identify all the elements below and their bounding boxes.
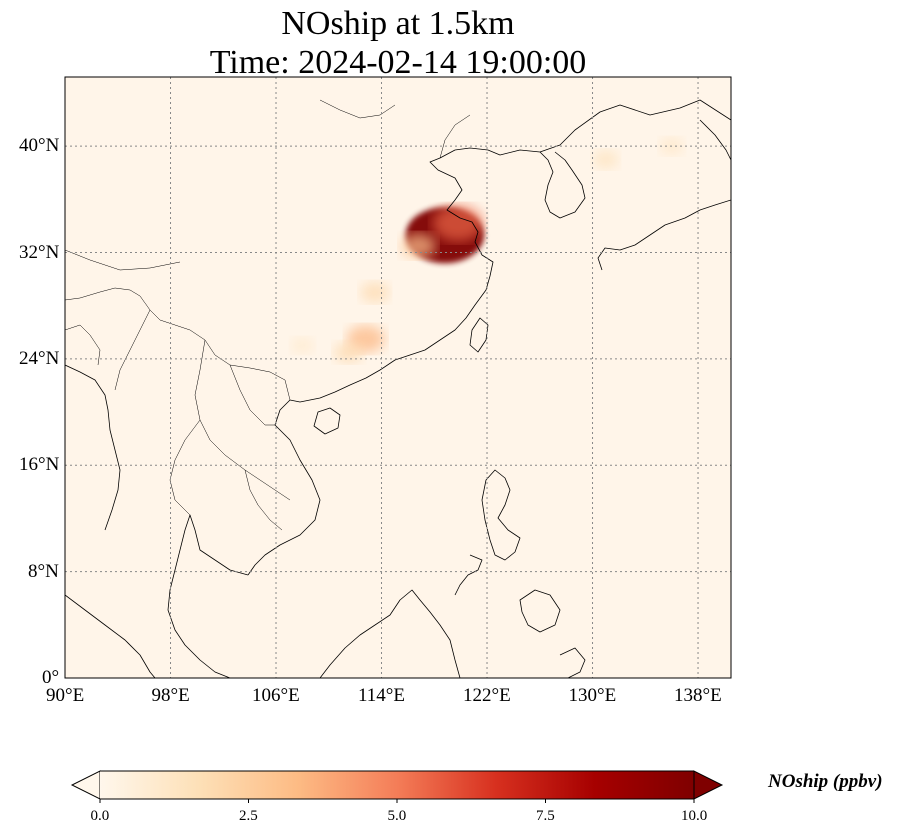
map-frame xyxy=(64,76,732,679)
lat-tick-label: 40°N xyxy=(19,135,60,157)
lon-tick-label: 130°E xyxy=(568,685,617,706)
lat-tick-label: 16°N xyxy=(19,454,60,476)
lat-tick-label: 8°N xyxy=(28,560,59,582)
colorbar-tick-label: 0.0 xyxy=(90,808,110,824)
colorbar-tick-label: 5.0 xyxy=(387,808,407,824)
colorbar-tick-label: 10.0 xyxy=(681,808,708,824)
colorbar-tick-label: 2.5 xyxy=(239,808,258,824)
colorbar-tick-label: 7.5 xyxy=(536,808,555,824)
coastlines xyxy=(65,99,731,678)
lon-tick-label: 122°E xyxy=(463,685,511,706)
colorbar-gradient xyxy=(100,771,694,799)
lon-tick-label: 98°E xyxy=(151,685,190,706)
colorbar xyxy=(70,770,724,803)
lat-tick-label: 32°N xyxy=(19,241,60,263)
colorbar-label: NOship (ppbv) xyxy=(768,771,883,792)
lon-tick-label: 90°E xyxy=(46,685,85,706)
lat-tick-label: 0° xyxy=(42,667,60,688)
map-title: NOship at 1.5km xyxy=(281,5,515,42)
colorbar-max-extension xyxy=(693,770,724,800)
lat-tick-label: 24°N xyxy=(19,347,60,369)
map-background xyxy=(65,77,731,678)
concentration-field xyxy=(290,137,684,363)
hotspot-1 xyxy=(432,205,484,242)
lon-tick-label: 106°E xyxy=(252,685,300,706)
hotspot-6 xyxy=(290,337,314,354)
map-subtitle: Time: 2024-02-14 19:00:00 xyxy=(209,44,587,81)
lon-tick-label: 138°E xyxy=(674,685,722,706)
colorbar-min-extension xyxy=(70,770,101,800)
hotspot-2 xyxy=(400,233,437,259)
hotspot-5 xyxy=(333,341,364,363)
gridlines xyxy=(65,77,731,678)
lon-tick-label: 114°E xyxy=(358,685,405,706)
country-borders xyxy=(65,99,471,531)
hotspot-3 xyxy=(360,282,390,303)
hotspot-7 xyxy=(592,150,619,169)
